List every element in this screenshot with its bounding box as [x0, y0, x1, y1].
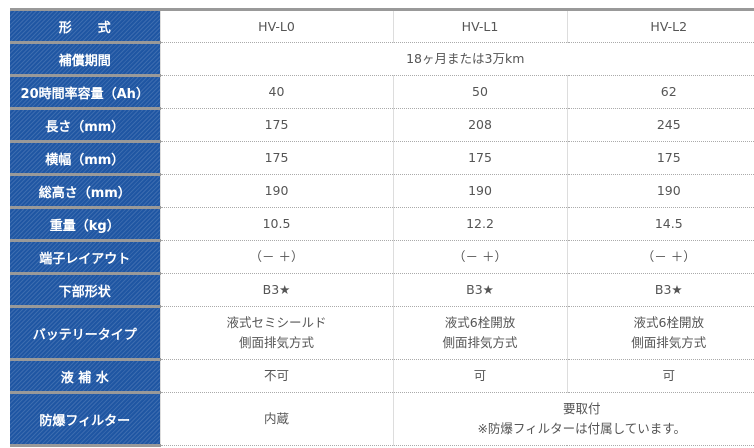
table-cell: 50	[392, 75, 567, 109]
table-cell: HV-L2	[566, 9, 754, 43]
table-cell: 14.5	[566, 207, 754, 241]
table-row: 端子レイアウト （－ ＋） （－ ＋） （－ ＋）	[10, 240, 754, 275]
row-label: 横幅（mm）	[10, 141, 160, 176]
table-row: 横幅（mm） 175 175 175	[10, 141, 754, 176]
cell-line: 側面排気方式	[238, 335, 314, 350]
table-cell: 175	[159, 141, 393, 175]
table-cell: B3★	[392, 273, 567, 307]
row-label: 長さ（mm）	[10, 108, 160, 143]
table-cell: 190	[392, 174, 567, 208]
table-cell: 190	[566, 174, 754, 208]
table-cell: 175	[159, 108, 393, 142]
row-label: 総高さ（mm）	[10, 174, 160, 209]
table-cell: 175	[392, 141, 567, 175]
table-cell: 12.2	[392, 207, 567, 241]
table-cell: （－ ＋）	[566, 240, 754, 274]
table-cell: B3★	[566, 273, 754, 307]
table-cell: HV-L1	[392, 9, 567, 43]
row-label: 形 式	[10, 9, 160, 44]
cell-line: 側面排気方式	[442, 335, 518, 350]
cell-line: 要取付	[562, 401, 601, 416]
table-cell: 不可	[159, 359, 393, 393]
table-row: 防爆フィルター 内蔵 要取付 ※防爆フィルターは付属しています。	[10, 392, 754, 447]
row-label: 液 補 水	[10, 359, 160, 394]
table-row: 形 式 HV-L0 HV-L1 HV-L2	[10, 9, 754, 44]
table-cell: 175	[566, 141, 754, 175]
table-row: 下部形状 B3★ B3★ B3★	[10, 273, 754, 308]
cell-line: 液式6栓開放	[633, 315, 704, 330]
table-cell: （－ ＋）	[159, 240, 393, 274]
table-cell: 62	[566, 75, 754, 109]
table-cell: 245	[566, 108, 754, 142]
cell-line: 側面排気方式	[631, 335, 707, 350]
row-label: 端子レイアウト	[10, 240, 160, 275]
table-cell: 208	[392, 108, 567, 142]
cell-line: 液式6栓開放	[444, 315, 516, 330]
table-row: バッテリータイプ 液式セミシールド 側面排気方式 液式6栓開放 側面排気方式 液式6栓開放…	[10, 306, 754, 361]
table-row: 総高さ（mm） 190 190 190	[10, 174, 754, 209]
table-cell: 10.5	[159, 207, 393, 241]
table-cell: 液式セミシールド 側面排気方式	[159, 306, 393, 360]
row-label: 20時間率容量（Ah）	[10, 75, 160, 110]
table-cell: B3★	[159, 273, 393, 307]
table-cell: 液式6栓開放 側面排気方式	[566, 306, 754, 360]
table-row: 20時間率容量（Ah） 40 50 62	[10, 75, 754, 110]
table-cell: 190	[159, 174, 393, 208]
row-label: 下部形状	[10, 273, 160, 308]
table-row: 補償期間 18ヶ月または3万km	[10, 42, 754, 77]
cell-line: 液式セミシールド	[226, 315, 327, 330]
table-cell: HV-L0	[159, 9, 393, 43]
table-row: 長さ（mm） 175 208 245	[10, 108, 754, 143]
row-label: 重量（kg）	[10, 207, 160, 242]
table-cell: （－ ＋）	[392, 240, 567, 274]
table-cell: 可	[392, 359, 567, 393]
table-cell: 液式6栓開放 側面排気方式	[392, 306, 567, 360]
row-label: 防爆フィルター	[10, 392, 160, 447]
merged-cell: 要取付 ※防爆フィルターは付属しています。	[392, 392, 754, 446]
table-row: 液 補 水不可可可	[10, 359, 754, 394]
row-label: バッテリータイプ	[10, 306, 160, 361]
merged-cell: 18ヶ月または3万km	[159, 42, 754, 76]
row-label: 補償期間	[10, 42, 160, 77]
table-cell: 40	[159, 75, 393, 109]
table-row: 重量（kg） 10.5 12.2 14.5	[10, 207, 754, 242]
spec-table: 形 式 HV-L0 HV-L1 HV-L2 補償期間 18ヶ月または3万km 20時間率容量…	[10, 8, 754, 447]
table-cell: 内蔵	[159, 392, 393, 446]
table-cell: 可	[566, 359, 754, 393]
cell-line: ※防爆フィルターは付属しています。	[477, 421, 687, 436]
